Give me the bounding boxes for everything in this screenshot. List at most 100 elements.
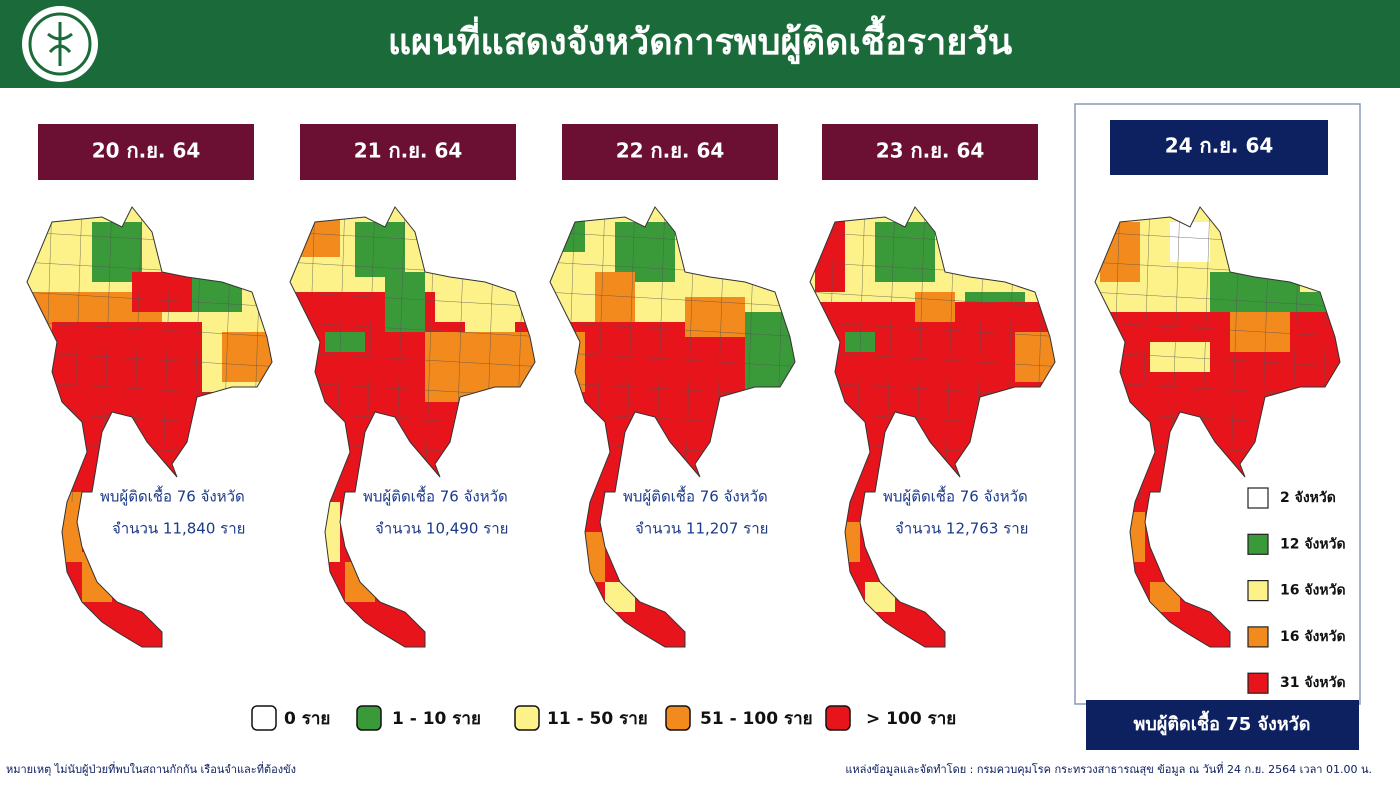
cases-text: จำนวน 11,840 ราย	[112, 520, 245, 538]
region	[845, 332, 875, 352]
region	[465, 282, 515, 332]
province-border	[290, 291, 535, 308]
legend-swatch	[356, 705, 382, 731]
header-bar	[0, 0, 1400, 88]
date-label: 22 ก.ย. 64	[616, 139, 725, 163]
region	[325, 332, 365, 352]
date-label: 21 ก.ย. 64	[354, 139, 463, 163]
date-box	[562, 124, 778, 180]
map-fill	[27, 207, 272, 647]
province-border	[810, 321, 1055, 338]
legend-label: 0 ราย	[284, 709, 330, 729]
map-outline	[549, 206, 796, 648]
region	[580, 532, 605, 582]
summary-text: พบผู้ติดเชื้อ 75 จังหวัด	[1134, 710, 1311, 736]
region	[355, 222, 405, 277]
region	[605, 582, 635, 612]
legend-swatch	[514, 705, 540, 731]
region	[300, 217, 340, 257]
map-outline	[289, 206, 536, 648]
province-border	[27, 291, 272, 308]
region	[815, 212, 845, 292]
legend-swatch	[1247, 626, 1269, 648]
province-count: 2 จังหวัด	[1280, 490, 1336, 506]
province-border	[1095, 291, 1340, 308]
province-count: 31 จังหวัด	[1280, 675, 1346, 691]
province-map	[809, 206, 1056, 648]
provinces-text: พบผู้ติดเชื้อ 76 จังหวัด	[883, 486, 1028, 506]
province-border	[550, 321, 795, 338]
date-box	[38, 124, 254, 180]
date-label: 24 ก.ย. 64	[1165, 134, 1274, 158]
region	[635, 602, 695, 647]
provinces-text: พบผู้ติดเชื้อ 76 จังหวัด	[363, 486, 508, 506]
cases-text: จำนวน 11,207 ราย	[635, 520, 768, 538]
region	[1170, 222, 1210, 262]
region	[112, 602, 172, 647]
province-border	[27, 321, 272, 338]
province-count: 12 จังหวัด	[1280, 536, 1346, 552]
legend-swatch	[1247, 487, 1269, 509]
header-title: แผนที่แสดงจังหวัดการพบผู้ติดเชื้อรายวัน	[388, 15, 1013, 65]
region	[1180, 602, 1240, 647]
province-border	[810, 291, 1055, 308]
summary-box	[1086, 700, 1359, 750]
map-outline	[1094, 206, 1341, 648]
legend-swatch	[1247, 579, 1269, 602]
region	[52, 322, 182, 412]
region	[1150, 582, 1180, 612]
province-border	[550, 351, 795, 368]
province-border	[810, 351, 1055, 368]
legend-label: 11 - 50 ราย	[547, 709, 648, 729]
region	[385, 272, 425, 332]
legend-swatch	[1247, 533, 1269, 555]
province-border	[290, 321, 535, 338]
region	[1210, 272, 1300, 312]
date-label: 23 ก.ย. 64	[876, 139, 985, 163]
province-map	[26, 206, 273, 648]
legend-swatch	[1247, 672, 1269, 694]
region	[132, 272, 192, 312]
region	[895, 602, 955, 647]
map-fill	[290, 207, 535, 647]
legend-swatch	[825, 705, 851, 731]
legend-label: 1 - 10 ราย	[392, 709, 481, 729]
province-border	[1095, 351, 1340, 368]
date-box	[1110, 120, 1328, 175]
cases-text: จำนวน 12,763 ราย	[895, 520, 1028, 538]
footer-note: หมายเหตุ ไม่นับผู้ป่วยที่พบในสถานกักกัน …	[6, 761, 296, 776]
province-border	[550, 291, 795, 308]
province-count: 16 จังหวัด	[1280, 583, 1346, 599]
legend-swatch	[665, 705, 691, 731]
region	[222, 332, 272, 382]
map-fill	[550, 207, 795, 647]
footer-source: แหล่งข้อมูลและจัดทำโดย : กรมควบคุมโรค กร…	[845, 761, 1372, 776]
date-label: 20 ก.ย. 64	[92, 139, 201, 163]
province-map	[549, 206, 796, 648]
province-count: 16 จังหวัด	[1280, 629, 1346, 645]
province-border	[27, 351, 272, 368]
provinces-text: พบผู้ติดเชื้อ 76 จังหวัด	[623, 486, 768, 506]
region	[1100, 222, 1140, 282]
region	[82, 552, 112, 602]
province-map	[289, 206, 536, 648]
legend-label: 51 - 100 ราย	[700, 709, 813, 729]
region	[875, 222, 935, 282]
map-fill	[810, 207, 1055, 647]
region	[1015, 332, 1055, 382]
date-box	[822, 124, 1038, 180]
region	[375, 602, 435, 647]
region	[685, 297, 745, 337]
province-border	[1095, 321, 1340, 338]
legend-swatch	[251, 705, 277, 731]
date-box	[300, 124, 516, 180]
map-outline	[26, 206, 273, 648]
region	[1095, 312, 1340, 412]
cases-text: จำนวน 10,490 ราย	[375, 520, 508, 538]
logo	[22, 6, 98, 82]
province-border	[290, 351, 535, 368]
provinces-text: พบผู้ติดเชื้อ 76 จังหวัด	[100, 486, 245, 506]
region	[745, 312, 795, 392]
legend-label: > 100 ราย	[866, 709, 956, 729]
